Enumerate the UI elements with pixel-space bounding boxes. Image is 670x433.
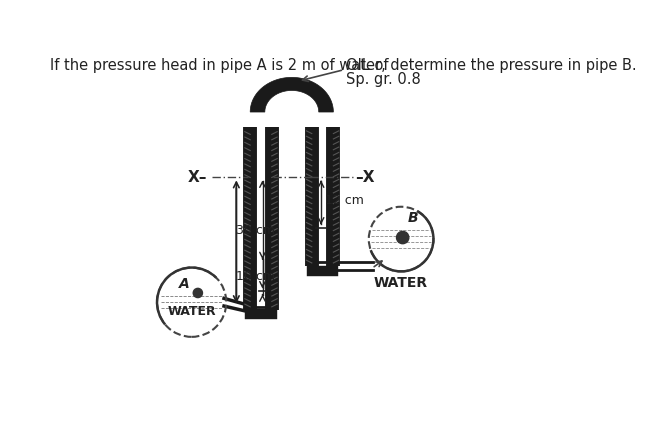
Circle shape xyxy=(397,231,409,244)
Text: 12 cm: 12 cm xyxy=(325,194,364,207)
Circle shape xyxy=(193,288,202,297)
Text: If the pressure head in pipe A is 2 m of water, determine the pressure in pipe B: If the pressure head in pipe A is 2 m of… xyxy=(50,58,636,73)
Text: 30 cm: 30 cm xyxy=(236,224,275,237)
Text: –X: –X xyxy=(355,170,375,185)
Text: OIL of: OIL of xyxy=(346,58,388,73)
Text: WATER: WATER xyxy=(168,304,216,317)
Text: X–: X– xyxy=(188,170,207,185)
Text: 10 cm: 10 cm xyxy=(236,270,275,283)
Text: WATER: WATER xyxy=(374,276,428,290)
Polygon shape xyxy=(250,78,334,112)
Text: B: B xyxy=(407,211,418,225)
Text: Sp. gr. 0.8: Sp. gr. 0.8 xyxy=(346,72,421,87)
Text: A: A xyxy=(180,278,190,291)
